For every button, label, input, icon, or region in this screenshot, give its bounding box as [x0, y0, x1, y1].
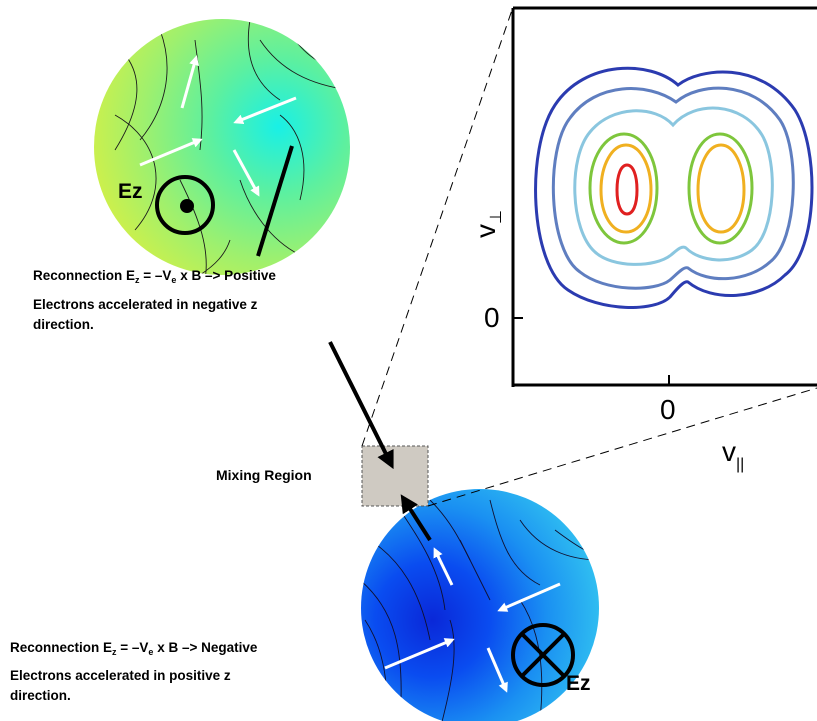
bottom-caption-line3: direction.	[10, 688, 71, 703]
contour-right-inner-1	[687, 132, 754, 245]
contour-outer-1	[534, 66, 814, 309]
mixing-region-label: Mixing Region	[216, 467, 312, 483]
distribution-contour-plot	[511, 6, 817, 387]
top-connector-line	[256, 145, 294, 257]
mixing-region-box	[361, 445, 429, 507]
bottom-caption: Reconnection Ez = –Ve x B –> Negative El…	[10, 638, 257, 706]
bottom-caption-line1: Reconnection Ez = –Ve x B –> Negative	[10, 640, 258, 657]
bottom-ez-into-page-symbol	[511, 623, 575, 687]
contour-outer-2	[551, 86, 795, 290]
top-ez-label: Ez	[118, 180, 143, 203]
bottom-to-mixing-arrow	[400, 494, 432, 542]
bottom-caption-line2: Electrons accelerated in positive z	[10, 668, 231, 683]
contour-left-inner-2	[599, 143, 653, 234]
contour-right-inner-2	[696, 143, 746, 234]
top-field-circle	[94, 19, 350, 275]
bottom-field-circle	[361, 489, 599, 721]
contour-middle	[573, 106, 774, 266]
x-tick-zero: 0	[660, 394, 676, 425]
y-axis-label: v⊥	[470, 210, 505, 238]
top-caption-line2: Electrons accelerated in negative z	[33, 297, 258, 312]
top-caption-line1: Reconnection Ez = –Ve x B –> Positive	[33, 268, 276, 285]
x-axis-label: v||	[722, 436, 745, 473]
top-caption-line3: direction.	[33, 317, 94, 332]
top-to-mixing-arrow	[328, 341, 394, 470]
top-ez-out-of-page-symbol	[155, 175, 215, 235]
bottom-ez-label: Ez	[566, 672, 591, 695]
contour-left-inner-1	[588, 132, 659, 245]
projection-line-upper	[361, 9, 513, 447]
contour-peak	[615, 163, 639, 216]
y-tick-zero: 0	[484, 302, 500, 333]
top-caption: Reconnection Ez = –Ve x B –> Positive El…	[33, 266, 276, 335]
projection-line-lower	[427, 387, 817, 507]
